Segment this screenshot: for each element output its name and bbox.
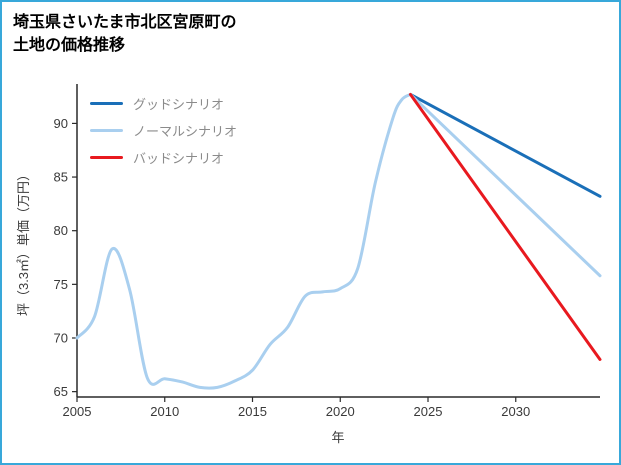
svg-text:90: 90 [54, 116, 68, 131]
price-trend-chart: 坪（3.3㎡）単価（万円） 年 2005 2010 2015 2020 2025 2030… [16, 84, 602, 445]
plot-area: 2005 2010 2015 2020 2025 2030 65 70 75 80 85 90 [54, 84, 602, 419]
x-axis-label: 年 [331, 430, 344, 445]
svg-text:2030: 2030 [501, 404, 530, 419]
legend-line-good [90, 101, 123, 105]
chart-legend: グッドシナリオ ノーマルシナリオ バッドシナリオ [90, 95, 238, 166]
svg-text:75: 75 [54, 277, 68, 292]
legend-line-normal [90, 128, 123, 132]
svg-text:2020: 2020 [326, 404, 355, 419]
title-line-2: 土地の価格推移 [13, 37, 126, 55]
svg-text:65: 65 [54, 384, 68, 399]
svg-text:2015: 2015 [238, 404, 267, 419]
svg-text:80: 80 [54, 223, 68, 238]
legend-item-normal: ノーマルシナリオ [90, 122, 238, 139]
svg-text:85: 85 [54, 170, 68, 185]
legend-item-bad: バッドシナリオ [90, 149, 237, 166]
svg-text:70: 70 [54, 330, 68, 345]
svg-text:2025: 2025 [414, 404, 443, 419]
svg-text:2010: 2010 [150, 404, 179, 419]
legend-label-normal: ノーマルシナリオ [133, 123, 238, 139]
title-line-1: 埼玉県さいたま市北区宮原町の [13, 14, 237, 31]
legend-item-good: グッドシナリオ [90, 95, 237, 112]
svg-text:2005: 2005 [63, 404, 92, 419]
legend-label-bad: バッドシナリオ [133, 150, 225, 166]
legend-label-good: グッドシナリオ [133, 96, 225, 112]
page-title: 埼玉県さいたま市北区宮原町の 土地の価格推移 [13, 11, 237, 57]
legend-line-bad [90, 155, 123, 159]
y-axis-label: 坪（3.3㎡）単価（万円） [16, 168, 31, 316]
